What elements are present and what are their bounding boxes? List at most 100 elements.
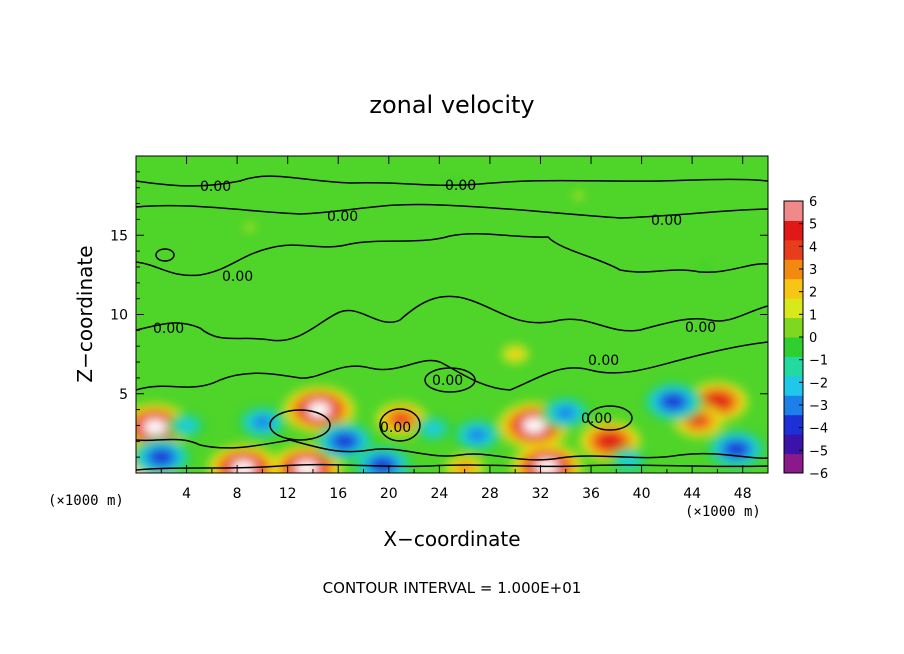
anomaly-blob (508, 349, 522, 359)
anomaly-blob (391, 412, 412, 426)
colorbar-segment (784, 414, 803, 435)
colorbar-tick-label: 5 (809, 218, 817, 233)
x-axis-label: X−coordinate (383, 527, 520, 551)
contour-loop (587, 405, 633, 431)
colorbar-tick-label: −6 (809, 467, 828, 482)
heatmap-background (136, 156, 768, 473)
anomaly-blob (706, 394, 729, 410)
contour-label: 0.00 (445, 178, 476, 194)
x-tick-label: 32 (532, 486, 550, 502)
contour-loop (155, 248, 175, 262)
anomaly-blob (333, 433, 356, 449)
anomaly-blob (467, 428, 487, 442)
colorbar-tick-label: 6 (809, 195, 817, 210)
contour-line (136, 175, 768, 187)
x-tick-label: 36 (582, 486, 600, 502)
colorbar-tick-label: 0 (809, 331, 817, 346)
anomaly-blob (244, 223, 255, 231)
colorbar: 6 5 4 3 2 1 0 −1 −2 −3 −4 −5 −6 (783, 195, 828, 482)
colorbar-tick-label: 4 (809, 240, 817, 255)
x-tick-label: 4 (182, 486, 191, 502)
colorbar-segment (784, 375, 803, 396)
colorbar-segment (784, 278, 803, 299)
y-tick-label: 10 (110, 308, 128, 324)
anomaly-blob (700, 263, 710, 271)
colorbar-segment (784, 298, 803, 319)
colorbar-tick-label: −3 (809, 399, 828, 414)
anomaly-blob (150, 449, 173, 465)
anomaly-blob (371, 457, 394, 473)
anomaly-blob (573, 192, 584, 200)
anomaly-core (522, 418, 546, 433)
contour-interval-footer: CONTOUR INTERVAL = 1.000E+01 (323, 579, 582, 597)
contour-label: 0.00 (327, 209, 358, 225)
colorbar-segment (784, 239, 803, 260)
y-tick-label: 15 (110, 228, 128, 244)
contour-loop (269, 409, 331, 441)
colorbar-segment (784, 434, 803, 455)
anomaly-blob (688, 414, 709, 428)
x-tick-label: 44 (683, 486, 701, 502)
contour-label: 0.00 (432, 373, 463, 389)
contour-label: 0.00 (651, 213, 682, 229)
contour-line (136, 203, 768, 219)
colorbar-segment (784, 395, 803, 416)
anomaly-blob (252, 415, 272, 429)
contour-label: 0.00 (588, 353, 619, 369)
anomaly-core (143, 419, 167, 435)
colorbar-segment (784, 220, 803, 241)
x-tick-label: 40 (633, 486, 651, 502)
x-axis-ticks: 4 8 12 16 20 24 28 32 36 40 44 48 (160, 156, 752, 502)
contour-label: 0.00 (380, 420, 411, 436)
x-tick-label: 20 (380, 486, 398, 502)
y-tick-label: 5 (119, 387, 128, 403)
colorbar-tick-label: −4 (809, 422, 828, 437)
colorbar-tick-label: −2 (809, 376, 828, 391)
colorbar-segment (784, 201, 803, 221)
contour-line (136, 295, 768, 342)
contour-line (136, 438, 768, 461)
colorbar-tick-label: −5 (809, 444, 828, 459)
y-axis-label: Z−coordinate (73, 245, 97, 382)
contour-line (136, 463, 768, 471)
anomaly-blob (725, 441, 748, 457)
colorbar-segment (784, 259, 803, 280)
anomaly-core (308, 402, 331, 417)
colorbar-segment (784, 453, 803, 474)
contour-label: 0.00 (222, 269, 253, 285)
contour-loop (379, 408, 421, 442)
anomaly-blob (556, 406, 576, 420)
anomaly-blob (425, 423, 442, 435)
colorbar-segment (784, 317, 803, 338)
x-tick-label: 8 (233, 486, 242, 502)
y-axis-ticks: 5 10 15 (110, 171, 768, 458)
anomaly-core (295, 460, 318, 473)
heatmap-field: 0.00 0.00 0.00 0.00 0.00 0.00 0.00 0.00 … (136, 156, 768, 473)
x-tick-label: 16 (329, 486, 347, 502)
colorbar-segment (784, 356, 803, 377)
anomaly-blob (598, 433, 622, 449)
x-tick-label: 12 (279, 486, 297, 502)
contour-label: 0.00 (200, 179, 231, 195)
x-multiplier-left: (×1000 m) (48, 493, 124, 509)
contour-labels: 0.00 0.00 0.00 0.00 0.00 0.00 0.00 0.00 … (153, 178, 716, 436)
colorbar-tick-label: 2 (809, 286, 817, 301)
colorbar-tick-label: 1 (809, 308, 817, 323)
contour-label: 0.00 (581, 411, 612, 427)
velocity-anomalies (136, 179, 767, 473)
contour-label: 0.00 (153, 321, 184, 337)
contour-line (136, 233, 768, 277)
chart-title: zonal velocity (369, 91, 534, 119)
colorbar-tick-label: 3 (809, 263, 817, 278)
zero-contours (136, 175, 768, 471)
contour-line (136, 341, 768, 391)
x-tick-label: 24 (430, 486, 448, 502)
x-tick-label: 48 (734, 486, 752, 502)
anomaly-blob (178, 420, 195, 431)
contour-loop (424, 367, 476, 393)
contour-label: 0.00 (685, 320, 716, 336)
x-tick-label: 28 (481, 486, 499, 502)
colorbar-segment (784, 337, 803, 357)
anomaly-blob (662, 394, 685, 410)
